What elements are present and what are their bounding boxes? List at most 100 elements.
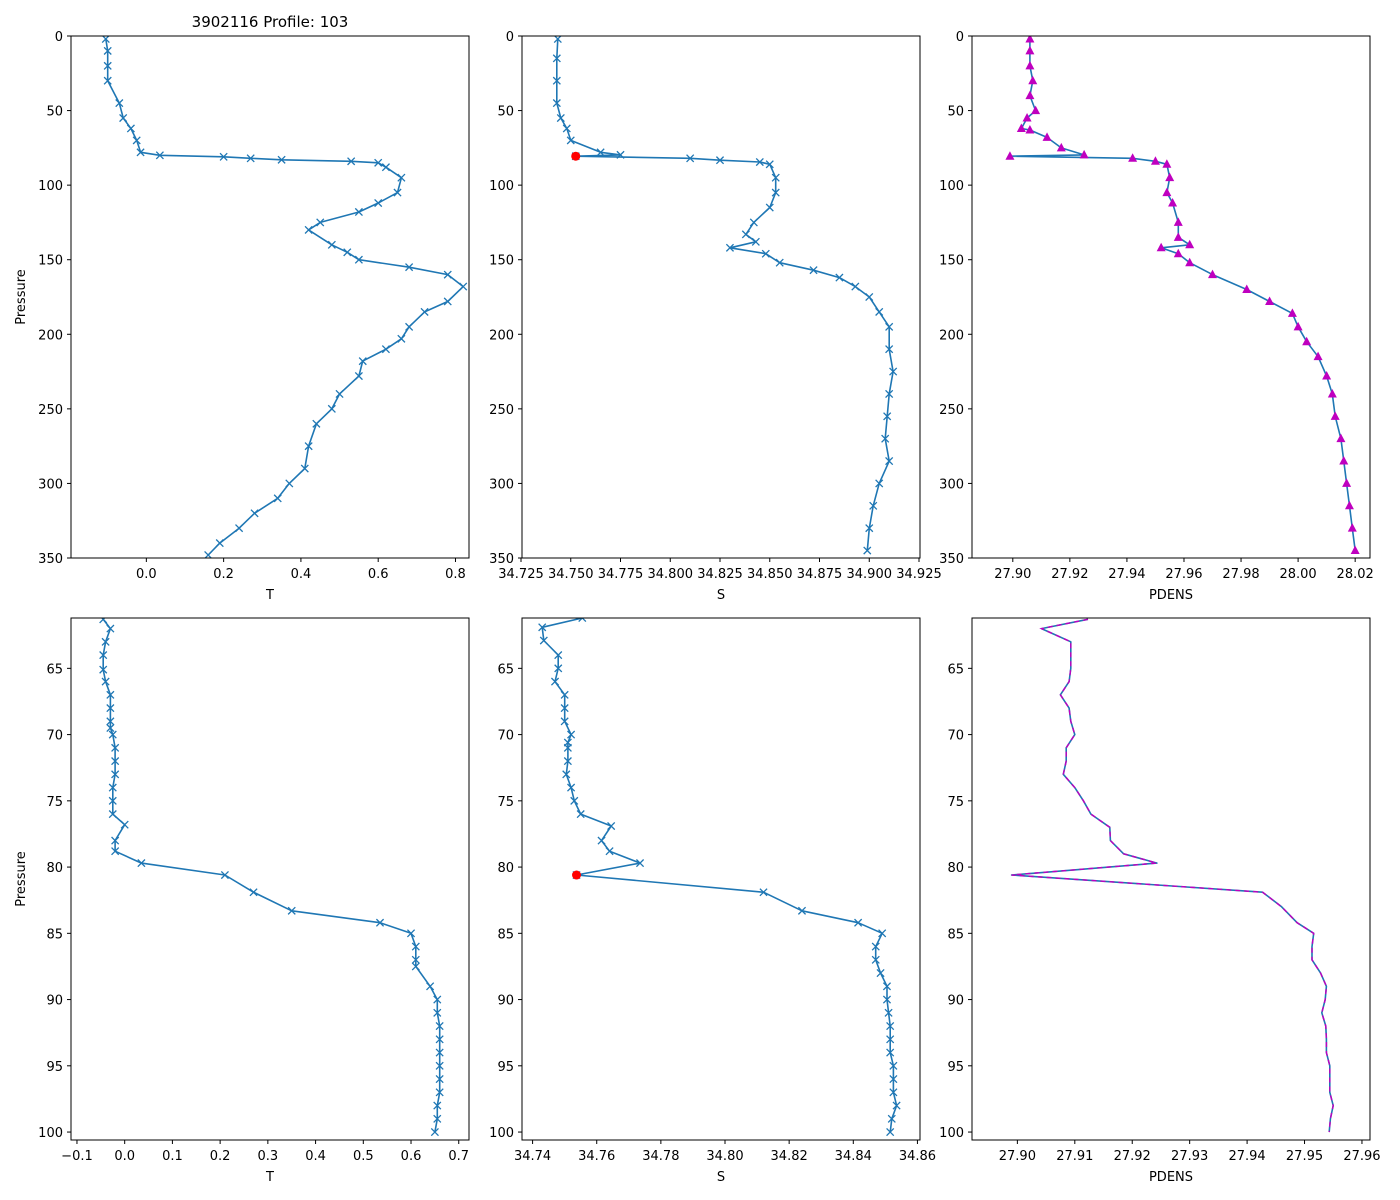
data-point — [277, 155, 286, 164]
data-point — [554, 664, 563, 673]
data-point — [304, 225, 313, 234]
data-point — [553, 36, 562, 44]
data-point — [1347, 523, 1357, 532]
x-tick-label: 0.4 — [291, 567, 312, 582]
data-point — [885, 389, 894, 399]
x-tick-label: 34.74 — [514, 1149, 551, 1164]
y-tick-label: 50 — [46, 105, 63, 120]
data-point — [405, 263, 414, 272]
data-point — [871, 942, 880, 951]
data-point — [863, 546, 872, 555]
x-tick-label: 28.00 — [1279, 567, 1316, 582]
data-point — [120, 820, 129, 829]
data-point — [554, 651, 563, 660]
data-point — [249, 888, 258, 897]
data-point — [1336, 433, 1346, 443]
data-point — [550, 677, 560, 686]
data-point — [273, 494, 282, 503]
data-point — [106, 723, 115, 733]
y-tick-label: 90 — [497, 994, 514, 1009]
data-point — [885, 456, 894, 466]
x-tick-label: 27.96 — [1343, 1149, 1380, 1164]
data-point — [103, 76, 112, 85]
data-point — [300, 464, 309, 473]
data-point — [883, 412, 892, 421]
x-tick-label: 0.7 — [448, 1149, 469, 1164]
data-point — [235, 524, 244, 533]
data-point — [108, 810, 117, 819]
x-axis-label: PDENS — [1149, 1170, 1193, 1185]
data-point — [885, 345, 894, 354]
data-point — [560, 690, 569, 699]
data-point — [1025, 60, 1035, 70]
data-point — [765, 203, 774, 212]
data-point — [374, 158, 383, 167]
data-point — [111, 770, 120, 779]
data-point — [435, 1048, 444, 1057]
x-tick-label: 34.750 — [548, 567, 594, 582]
series-line — [1009, 39, 1356, 551]
data-point — [1327, 388, 1337, 398]
x-tick-label: 0.0 — [136, 567, 157, 582]
x-tick-label: 27.93 — [1171, 1149, 1208, 1164]
data-point — [1156, 242, 1166, 252]
x-tick-label: 27.92 — [1114, 1149, 1151, 1164]
data-point — [335, 389, 344, 399]
y-tick-label: 95 — [497, 1060, 514, 1075]
data-point — [103, 61, 112, 70]
data-point — [459, 282, 468, 291]
data-point — [552, 76, 561, 85]
y-tick-label: 80 — [947, 861, 964, 876]
x-tick-label: 27.98 — [1222, 567, 1259, 582]
x-tick-label: 27.92 — [1051, 567, 1088, 582]
y-tick-label: 85 — [497, 927, 514, 942]
flagged-point — [571, 151, 581, 161]
data-point — [354, 207, 363, 217]
y-tick-label: 250 — [38, 403, 63, 418]
data-point — [99, 665, 108, 674]
data-point — [562, 770, 571, 779]
x-tick-label: 34.825 — [697, 567, 743, 582]
series-line — [1010, 618, 1334, 1133]
x-tick-label: 34.850 — [747, 567, 793, 582]
data-point — [876, 969, 885, 978]
y-tick-label: 0 — [506, 30, 514, 45]
x-tick-label: 34.86 — [899, 1149, 936, 1164]
data-point — [1287, 308, 1297, 317]
x-tick-label: 0.0 — [114, 1149, 135, 1164]
y-tick-label: 70 — [947, 729, 964, 744]
chart-S-zoom: 34.74 34.76 34.78 34.80 34.82 34.84 34.86 65 70 7… — [489, 617, 936, 1185]
data-point — [435, 1035, 444, 1044]
data-point — [686, 154, 695, 163]
x-tick-label: 34.775 — [598, 567, 644, 582]
data-point — [443, 297, 452, 306]
series-line — [541, 618, 898, 1133]
data-point — [435, 1022, 444, 1031]
y-tick-label: 50 — [497, 105, 514, 120]
data-point — [397, 173, 406, 182]
data-point — [433, 995, 442, 1004]
data-point — [316, 218, 325, 227]
data-point — [204, 550, 213, 558]
data-point — [771, 188, 780, 197]
data-point — [215, 539, 224, 548]
y-tick-label: 200 — [38, 328, 63, 343]
data-point — [101, 677, 110, 686]
y-tick-label: 65 — [497, 662, 514, 677]
data-point — [111, 847, 120, 856]
data-point — [374, 198, 383, 208]
data-point — [405, 322, 414, 331]
data-point — [304, 442, 313, 451]
x-tick-label: 34.76 — [578, 1149, 615, 1164]
data-point — [220, 870, 229, 880]
data-point — [1025, 90, 1035, 100]
data-point — [1056, 142, 1066, 152]
data-point — [1322, 371, 1332, 380]
x-tick-label: 0.1 — [162, 1149, 183, 1164]
x-tick-label: 0.2 — [213, 567, 234, 582]
data-point — [111, 836, 120, 845]
y-tick-label: 100 — [38, 1126, 63, 1141]
data-point — [435, 1075, 444, 1084]
plot-area — [1010, 618, 1334, 1133]
data-point — [607, 821, 616, 831]
